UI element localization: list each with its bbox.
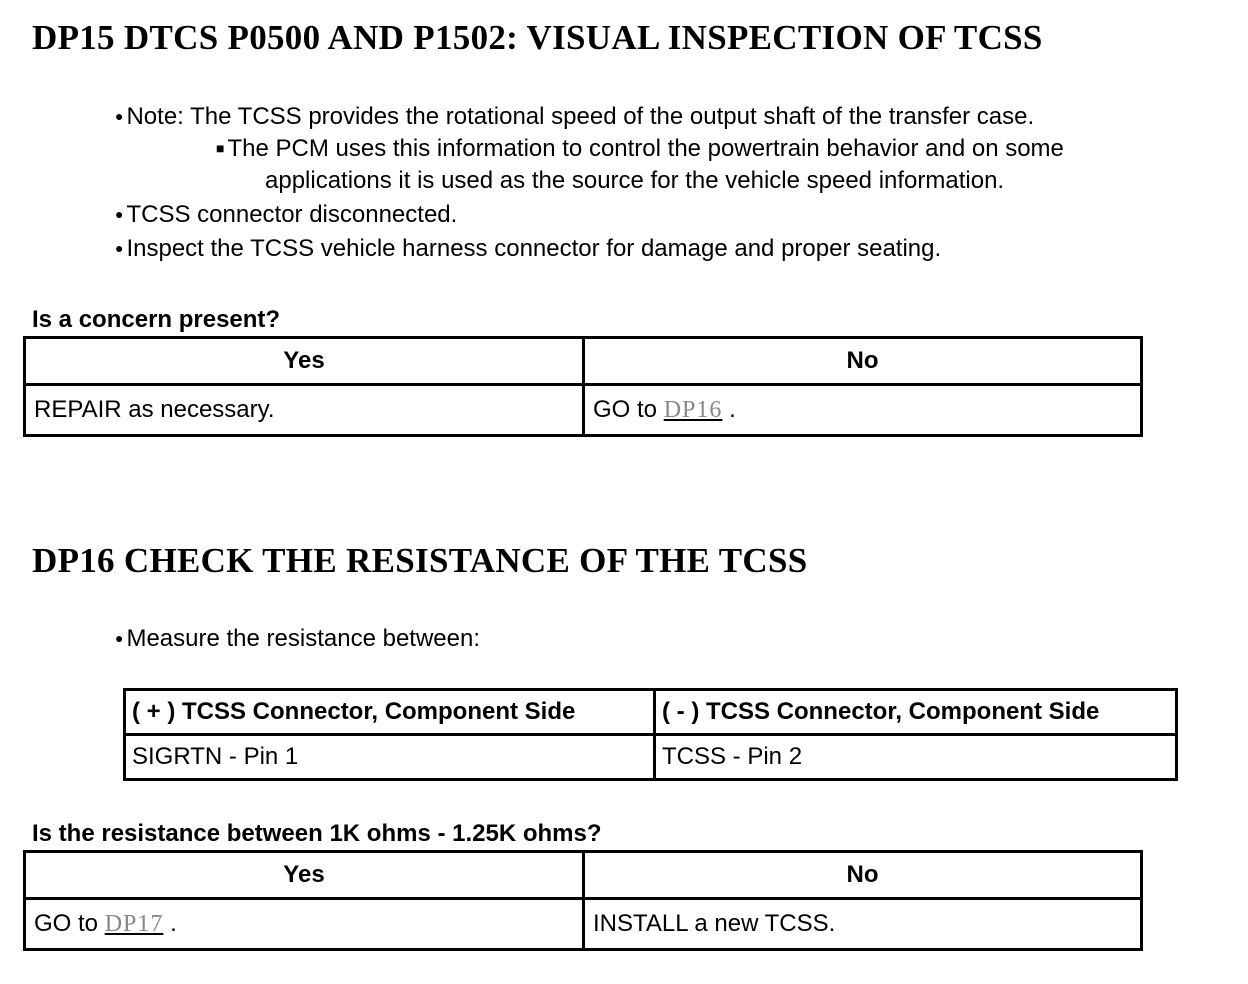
dp15-title: DP15 DTCS P0500 AND P1502: VISUAL INSPEC… (32, 18, 1043, 57)
go-to-text: GO to (593, 396, 658, 423)
note-text: Note: The TCSS provides the rotational s… (126, 103, 1035, 130)
yes-header: Yes (23, 336, 585, 386)
negative-header: ( - ) TCSS Connector, Component Side (653, 688, 1178, 736)
measure-bullet: ● Measure the resistance between: (115, 625, 480, 652)
resistance-table: ( + ) TCSS Connector, Component Side( - … (123, 688, 1178, 781)
dp16-question: Is the resistance between 1K ohms - 1.25… (32, 820, 602, 847)
inspect-text: Inspect the TCSS vehicle harness connect… (126, 235, 942, 262)
inspect-bullet: ● Inspect the TCSS vehicle harness connec… (115, 235, 942, 262)
yes-action: REPAIR as necessary. (23, 383, 585, 437)
dp15-question: Is a concern present? (32, 306, 281, 333)
sub-bullet-continued: applications it is used as the source fo… (265, 167, 1005, 194)
connector-bullet: ● TCSS connector disconnected. (115, 201, 458, 228)
negative-pin: TCSS - Pin 2 (653, 733, 1178, 781)
note-bullet: ● Note: The TCSS provides the rotational … (115, 103, 1035, 130)
go-to-text: GO to (34, 910, 99, 937)
dp16-answer-table: Yes No GO to DP17 . INSTALL a new TCSS. (23, 850, 1143, 951)
connector-text: TCSS connector disconnected. (126, 201, 458, 228)
no-action: GO to DP16 . (582, 383, 1143, 437)
dp16-link[interactable]: DP16 (663, 397, 723, 423)
positive-pin: SIGRTN - Pin 1 (123, 733, 656, 781)
dp15-answer-table: Yes No REPAIR as necessary. GO to DP16 . (23, 336, 1143, 437)
yes-header: Yes (23, 850, 585, 900)
no-action: INSTALL a new TCSS. (582, 897, 1143, 951)
dp17-link[interactable]: DP17 (104, 911, 164, 937)
dp16-title: DP16 CHECK THE RESISTANCE OF THE TCSS (32, 541, 808, 580)
no-header: No (582, 336, 1143, 386)
sub-bullet: ■ The PCM uses this information to contro… (216, 135, 1064, 162)
positive-header: ( + ) TCSS Connector, Component Side (123, 688, 656, 736)
sub-bullet-text: The PCM uses this information to control… (227, 135, 1064, 162)
period: . (170, 910, 177, 937)
measure-text: Measure the resistance between: (126, 625, 480, 652)
no-header: No (582, 850, 1143, 900)
yes-action: GO to DP17 . (23, 897, 585, 951)
period: . (729, 396, 736, 423)
